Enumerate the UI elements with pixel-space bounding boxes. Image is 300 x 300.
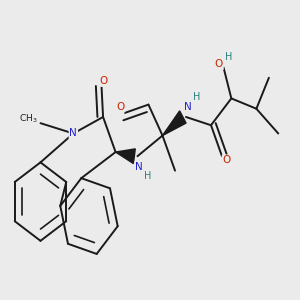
Text: N: N <box>184 102 191 112</box>
Text: O: O <box>223 155 231 165</box>
Text: N: N <box>135 161 143 172</box>
Text: H: H <box>193 92 200 102</box>
Text: O: O <box>99 76 107 86</box>
Text: N: N <box>70 128 77 139</box>
Text: CH$_3$: CH$_3$ <box>19 113 37 125</box>
Polygon shape <box>116 149 135 164</box>
Polygon shape <box>163 111 186 136</box>
Text: O: O <box>215 59 223 69</box>
Text: O: O <box>116 102 124 112</box>
Text: H: H <box>226 52 233 62</box>
Text: H: H <box>144 171 152 181</box>
